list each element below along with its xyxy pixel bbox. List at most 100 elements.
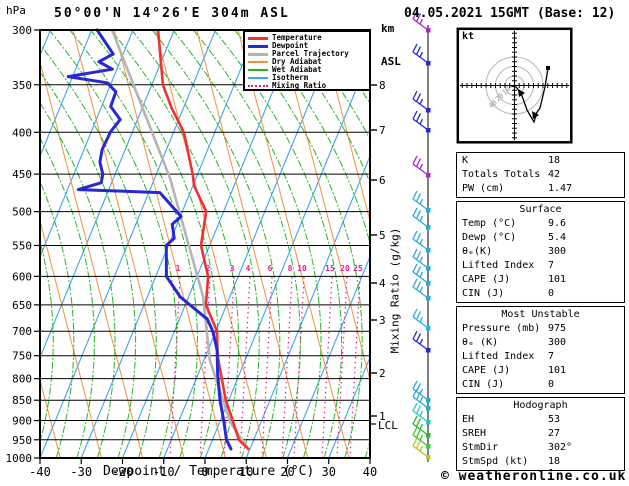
wind-barb xyxy=(412,278,431,301)
panel-row-label: CIN (J) xyxy=(462,288,505,299)
wind-barb xyxy=(412,380,431,403)
panel-row-value: 53 xyxy=(548,414,561,425)
legend-item: Mixing Ratio xyxy=(248,82,369,90)
mixing-ratio-line xyxy=(239,276,251,458)
pressure-tick-label: 800 xyxy=(12,373,32,386)
wind-barb xyxy=(412,426,431,449)
panel-row-label: CAPE (J) xyxy=(462,365,511,376)
wind-barb xyxy=(412,402,431,425)
panel-row-label: Totals Totals xyxy=(462,169,541,180)
panel-header-hodograph: Hodograph xyxy=(513,400,568,411)
panel-row: CAPE (J) 101 xyxy=(457,273,624,287)
km-axis-title-line2: ASL xyxy=(381,55,401,68)
mixing-ratio-tick-label: 3 xyxy=(230,264,235,273)
mixing-ratio-line xyxy=(336,276,348,458)
km-tick-label: 3 xyxy=(379,314,386,327)
wind-barb-station-dot xyxy=(426,173,431,178)
mixing-ratio-line xyxy=(349,276,361,458)
legend-swatch-parcel-trajectory xyxy=(248,52,268,56)
temperature-tick-label: 40 xyxy=(363,465,377,479)
legend-label: Isotherm xyxy=(272,73,309,82)
dewpoint-curve xyxy=(66,28,233,451)
pressure-tick-label: 550 xyxy=(12,239,32,252)
mixing-ratio-line xyxy=(261,276,273,458)
pressure-tick-label: 850 xyxy=(12,394,32,407)
panel-row-label: θₑ (K) xyxy=(462,337,499,348)
panel-row-label: CIN (J) xyxy=(462,379,505,390)
isotherm-line xyxy=(245,154,370,458)
wind-barb-station-dot xyxy=(426,455,431,460)
legend-item: Dry Adiabat xyxy=(248,58,369,66)
isotherm-line xyxy=(163,30,340,458)
wind-barb-station-dot xyxy=(426,444,431,449)
wind-barb xyxy=(412,110,431,133)
temperature-tick-label: -20 xyxy=(112,465,134,479)
mixing-ratio-tick-label: 2 xyxy=(206,264,211,273)
panel-row: K 18 xyxy=(457,154,624,168)
panel-row-label: θₑ(K) xyxy=(462,246,493,257)
wind-barb xyxy=(412,190,431,213)
isotherm-line xyxy=(40,30,175,359)
wet-adiabat-line xyxy=(40,180,75,458)
panel-row-value: 42 xyxy=(548,169,561,180)
wind-barb-station-dot xyxy=(426,348,431,353)
wind-barb xyxy=(412,388,431,411)
temperature-tick-label: 10 xyxy=(239,465,253,479)
panel-row: CAPE (J) 101 xyxy=(457,364,624,378)
mixing-ratio-line xyxy=(293,276,305,458)
panel-row-value: 7 xyxy=(548,351,555,362)
isotherm-line xyxy=(286,255,370,458)
wind-barb xyxy=(412,10,431,33)
temperature-curve xyxy=(156,28,250,451)
panel-box-indices: K 18 Totals Totals 42 PW (cm) 1.47 xyxy=(456,152,625,198)
isotherm-line xyxy=(0,30,9,458)
pressure-tick-label: 750 xyxy=(12,350,32,363)
pressure-unit-label: hPa xyxy=(6,4,26,17)
isotherm-line xyxy=(40,30,93,158)
panel-row-label: Pressure (mb) xyxy=(462,323,541,334)
wind-barb xyxy=(412,330,431,353)
dry-adiabat-line xyxy=(237,30,350,458)
panel-row-value: 300 xyxy=(548,246,567,257)
panel-row-label: StmSpd (kt) xyxy=(462,456,529,467)
legend-item: Parcel Trajectory xyxy=(248,50,369,58)
panel-row-label: K xyxy=(462,155,469,166)
panel-row: θₑ (K) 300 xyxy=(457,336,624,350)
panel-header-surface: Surface xyxy=(519,204,562,215)
footer-credit: © weatheronline.co.uk xyxy=(441,469,627,484)
panel-row-label: Lifted Index xyxy=(462,351,535,362)
page-title: 50°00'N 14°26'E 304m ASL xyxy=(54,6,290,21)
dry-adiabat-line xyxy=(155,30,267,458)
wind-barb xyxy=(412,437,431,460)
wind-barb-station-dot xyxy=(426,398,431,403)
pressure-tick-label: 950 xyxy=(12,434,32,447)
wet-adiabat-line xyxy=(316,30,370,105)
panel-row-label: Dewp (°C) xyxy=(462,232,517,243)
wind-barb-station-dot xyxy=(426,420,431,425)
panel-row-value: 302° xyxy=(548,442,573,453)
km-tick-label: 7 xyxy=(379,124,386,137)
legend-swatch-temperature xyxy=(248,36,268,40)
pressure-tick-label: 700 xyxy=(12,325,32,338)
wind-barb-station-dot xyxy=(426,326,431,331)
mixing-ratio-line xyxy=(321,276,333,458)
wind-barb xyxy=(412,43,431,66)
panel-row: PW (cm) 1.47 xyxy=(457,182,624,196)
panel-row-label: Lifted Index xyxy=(462,260,535,271)
pressure-tick-label: 1000 xyxy=(6,452,33,465)
panel-row-value: 0 xyxy=(548,379,555,390)
legend-label: Dewpoint xyxy=(272,41,309,50)
wind-barb-station-dot xyxy=(426,281,431,286)
panel-header-most-unstable: Most Unstable xyxy=(501,309,580,320)
mixing-ratio-tick-label: 6 xyxy=(268,264,273,273)
panel-box-hodograph: Hodograph EH 53 SREH 27 StmDir 302° StmSpd (kt)… xyxy=(456,397,625,471)
hodograph-trace-start-dot xyxy=(546,66,550,70)
temperature-tick-label: 0 xyxy=(201,465,208,479)
hodograph-trace-arrow xyxy=(532,111,539,119)
km-tick-label: 2 xyxy=(379,367,386,380)
wind-barb-station-dot xyxy=(426,28,431,33)
panel-row-label: PW (cm) xyxy=(462,183,505,194)
km-tick-label: 5 xyxy=(379,229,386,242)
km-tick-label: 4 xyxy=(379,277,386,290)
